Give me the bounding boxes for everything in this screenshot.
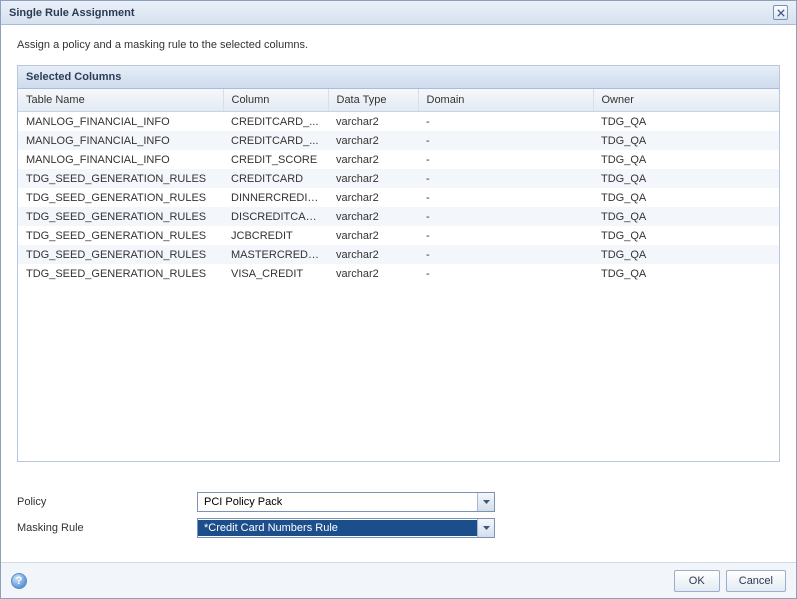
form-area: Policy PCI Policy Pack Masking Rule *Cre… — [17, 492, 780, 554]
table-cell: MANLOG_FINANCIAL_INFO — [18, 150, 223, 169]
table-container: Table Name Column Data Type Domain Owner… — [18, 89, 779, 461]
cancel-button[interactable]: Cancel — [726, 570, 786, 592]
table-row[interactable]: MANLOG_FINANCIAL_INFOCREDITCARD_...varch… — [18, 112, 779, 132]
table-cell: - — [418, 207, 593, 226]
table-cell: TDG_QA — [593, 264, 779, 283]
table-cell: varchar2 — [328, 226, 418, 245]
col-header-table[interactable]: Table Name — [18, 89, 223, 112]
dialog-footer: ? OK Cancel — [1, 562, 796, 598]
table-cell: TDG_QA — [593, 150, 779, 169]
dialog-title: Single Rule Assignment — [9, 7, 135, 19]
col-header-owner[interactable]: Owner — [593, 89, 779, 112]
table-cell: - — [418, 150, 593, 169]
table-row[interactable]: TDG_SEED_GENERATION_RULESCREDITCARDvarch… — [18, 169, 779, 188]
table-cell: DINNERCREDIT... — [223, 188, 328, 207]
table-cell: varchar2 — [328, 264, 418, 283]
dialog-content: Assign a policy and a masking rule to th… — [1, 25, 796, 562]
table-cell: TDG_QA — [593, 245, 779, 264]
table-cell: varchar2 — [328, 188, 418, 207]
table-cell: MANLOG_FINANCIAL_INFO — [18, 131, 223, 150]
table-cell: - — [418, 188, 593, 207]
close-button[interactable] — [773, 5, 788, 20]
table-cell: varchar2 — [328, 112, 418, 132]
help-icon[interactable]: ? — [11, 573, 27, 589]
titlebar: Single Rule Assignment — [1, 1, 796, 25]
table-cell: varchar2 — [328, 131, 418, 150]
table-cell: TDG_QA — [593, 188, 779, 207]
table-row[interactable]: TDG_SEED_GENERATION_RULESDINNERCREDIT...… — [18, 188, 779, 207]
table-cell: TDG_SEED_GENERATION_RULES — [18, 226, 223, 245]
masking-rule-dropdown[interactable]: *Credit Card Numbers Rule — [197, 518, 495, 538]
table-cell: varchar2 — [328, 245, 418, 264]
policy-dropdown-button[interactable] — [477, 493, 494, 511]
table-cell: TDG_SEED_GENERATION_RULES — [18, 245, 223, 264]
table-cell: CREDITCARD_... — [223, 112, 328, 132]
table-cell: varchar2 — [328, 207, 418, 226]
table-cell: TDG_SEED_GENERATION_RULES — [18, 169, 223, 188]
table-cell: - — [418, 226, 593, 245]
table-cell: TDG_QA — [593, 207, 779, 226]
table-row[interactable]: MANLOG_FINANCIAL_INFOCREDIT_SCOREvarchar… — [18, 150, 779, 169]
table-cell: MASTERCREDI... — [223, 245, 328, 264]
chevron-down-icon — [483, 526, 490, 530]
table-body: MANLOG_FINANCIAL_INFOCREDITCARD_...varch… — [18, 112, 779, 284]
instruction-text: Assign a policy and a masking rule to th… — [17, 39, 780, 51]
close-icon — [777, 9, 785, 17]
table-cell: TDG_QA — [593, 169, 779, 188]
col-header-type[interactable]: Data Type — [328, 89, 418, 112]
table-cell: - — [418, 264, 593, 283]
table-cell: TDG_QA — [593, 226, 779, 245]
col-header-domain[interactable]: Domain — [418, 89, 593, 112]
table-row[interactable]: TDG_SEED_GENERATION_RULESMASTERCREDI...v… — [18, 245, 779, 264]
policy-value: PCI Policy Pack — [198, 494, 477, 510]
policy-dropdown[interactable]: PCI Policy Pack — [197, 492, 495, 512]
table-cell: CREDITCARD_... — [223, 131, 328, 150]
masking-rule-dropdown-button[interactable] — [477, 519, 494, 537]
ok-button[interactable]: OK — [674, 570, 720, 592]
col-header-column[interactable]: Column — [223, 89, 328, 112]
table-cell: TDG_SEED_GENERATION_RULES — [18, 188, 223, 207]
columns-table: Table Name Column Data Type Domain Owner… — [18, 89, 779, 283]
table-cell: TDG_SEED_GENERATION_RULES — [18, 264, 223, 283]
table-cell: TDG_QA — [593, 131, 779, 150]
table-row[interactable]: TDG_SEED_GENERATION_RULESVISA_CREDITvarc… — [18, 264, 779, 283]
table-cell: MANLOG_FINANCIAL_INFO — [18, 112, 223, 132]
table-cell: - — [418, 169, 593, 188]
table-cell: - — [418, 112, 593, 132]
table-cell: TDG_QA — [593, 112, 779, 132]
masking-rule-value: *Credit Card Numbers Rule — [198, 520, 477, 536]
table-cell: CREDITCARD — [223, 169, 328, 188]
table-cell: CREDIT_SCORE — [223, 150, 328, 169]
table-row[interactable]: TDG_SEED_GENERATION_RULESJCBCREDITvarcha… — [18, 226, 779, 245]
panel-title: Selected Columns — [18, 66, 779, 89]
table-row[interactable]: TDG_SEED_GENERATION_RULESDISCREDITCARDva… — [18, 207, 779, 226]
table-cell: varchar2 — [328, 169, 418, 188]
table-cell: varchar2 — [328, 150, 418, 169]
table-cell: JCBCREDIT — [223, 226, 328, 245]
table-cell: - — [418, 131, 593, 150]
dialog: Single Rule Assignment Assign a policy a… — [0, 0, 797, 599]
masking-rule-label: Masking Rule — [17, 522, 197, 534]
button-row: OK Cancel — [674, 570, 786, 592]
chevron-down-icon — [483, 500, 490, 504]
table-row[interactable]: MANLOG_FINANCIAL_INFOCREDITCARD_...varch… — [18, 131, 779, 150]
policy-row: Policy PCI Policy Pack — [17, 492, 780, 512]
table-header-row: Table Name Column Data Type Domain Owner — [18, 89, 779, 112]
table-cell: TDG_SEED_GENERATION_RULES — [18, 207, 223, 226]
table-cell: DISCREDITCARD — [223, 207, 328, 226]
table-cell: VISA_CREDIT — [223, 264, 328, 283]
masking-rule-row: Masking Rule *Credit Card Numbers Rule — [17, 518, 780, 538]
policy-label: Policy — [17, 496, 197, 508]
selected-columns-panel: Selected Columns Table Name Column Data … — [17, 65, 780, 462]
table-cell: - — [418, 245, 593, 264]
